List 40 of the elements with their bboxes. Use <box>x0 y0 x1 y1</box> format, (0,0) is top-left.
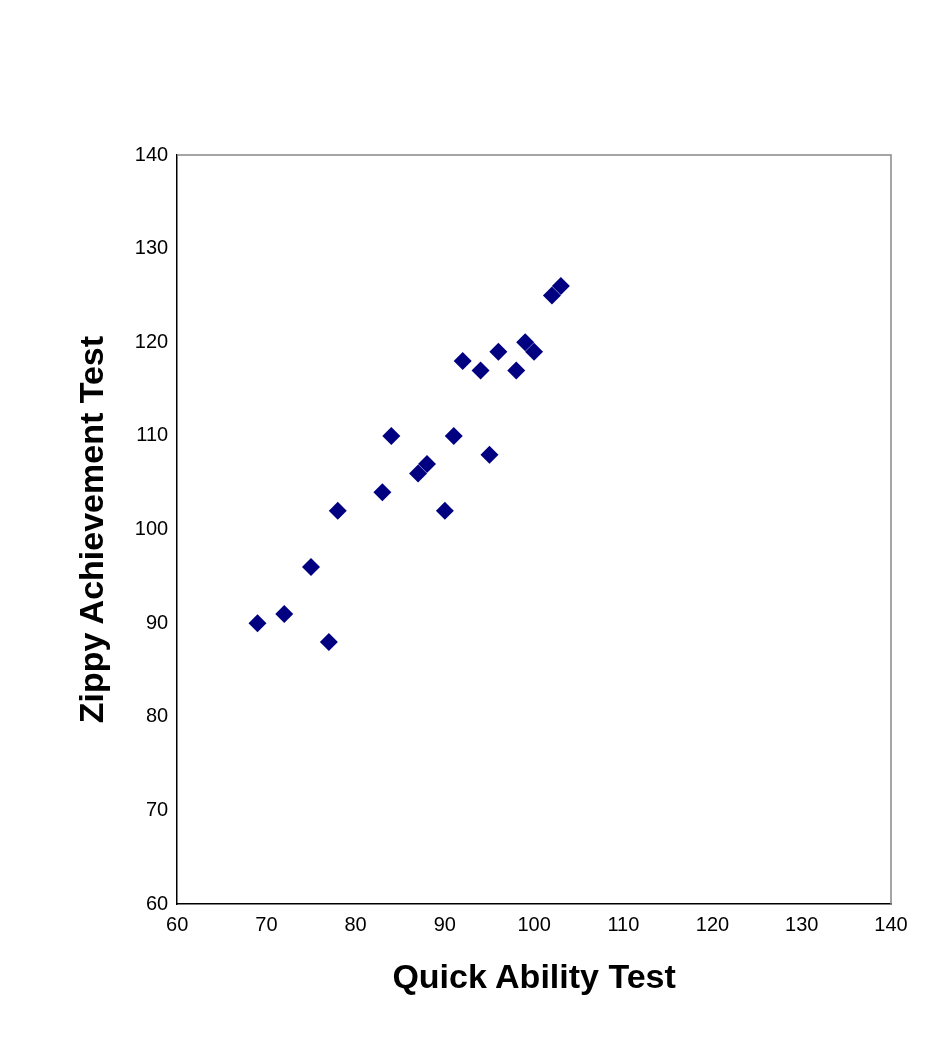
point <box>373 483 392 502</box>
y-tick-label: 90 <box>145 610 169 633</box>
point <box>542 286 561 305</box>
point <box>444 426 463 445</box>
y-axis-title: Zippy Achievement Test <box>71 335 110 724</box>
point <box>525 342 544 361</box>
point <box>453 352 472 371</box>
x-tick-label: 70 <box>255 912 278 935</box>
point <box>382 426 401 445</box>
point <box>551 277 570 296</box>
x-tick-label: 140 <box>874 912 908 935</box>
x-tick-label: 120 <box>695 912 730 935</box>
point <box>409 464 428 483</box>
y-tick-label: 110 <box>136 423 169 446</box>
point <box>507 361 526 380</box>
point <box>480 445 499 464</box>
point <box>418 455 437 474</box>
y-tick-label: 120 <box>134 329 169 352</box>
y-tick-label: 60 <box>145 891 169 914</box>
y-tick-label: 80 <box>145 704 169 727</box>
point <box>319 632 338 651</box>
x-tick-label: 60 <box>166 912 189 935</box>
point <box>328 501 347 520</box>
y-tick-label: 100 <box>134 517 169 540</box>
point <box>275 604 294 623</box>
x-tick-label: 110 <box>607 912 640 935</box>
point <box>435 501 454 520</box>
y-tick-label: 140 <box>134 142 169 165</box>
x-tick-label: 130 <box>785 912 819 935</box>
point <box>489 342 508 361</box>
x-tick-label: 100 <box>517 912 551 935</box>
point <box>302 558 321 577</box>
y-tick-label: 70 <box>145 798 169 821</box>
point <box>248 614 267 633</box>
point <box>516 333 535 352</box>
x-tick-label: 90 <box>433 912 456 935</box>
point <box>471 361 490 380</box>
y-tick-label: 130 <box>134 236 169 259</box>
x-tick-label: 80 <box>344 912 367 935</box>
x-axis-title: Quick Ability Test <box>392 956 676 995</box>
